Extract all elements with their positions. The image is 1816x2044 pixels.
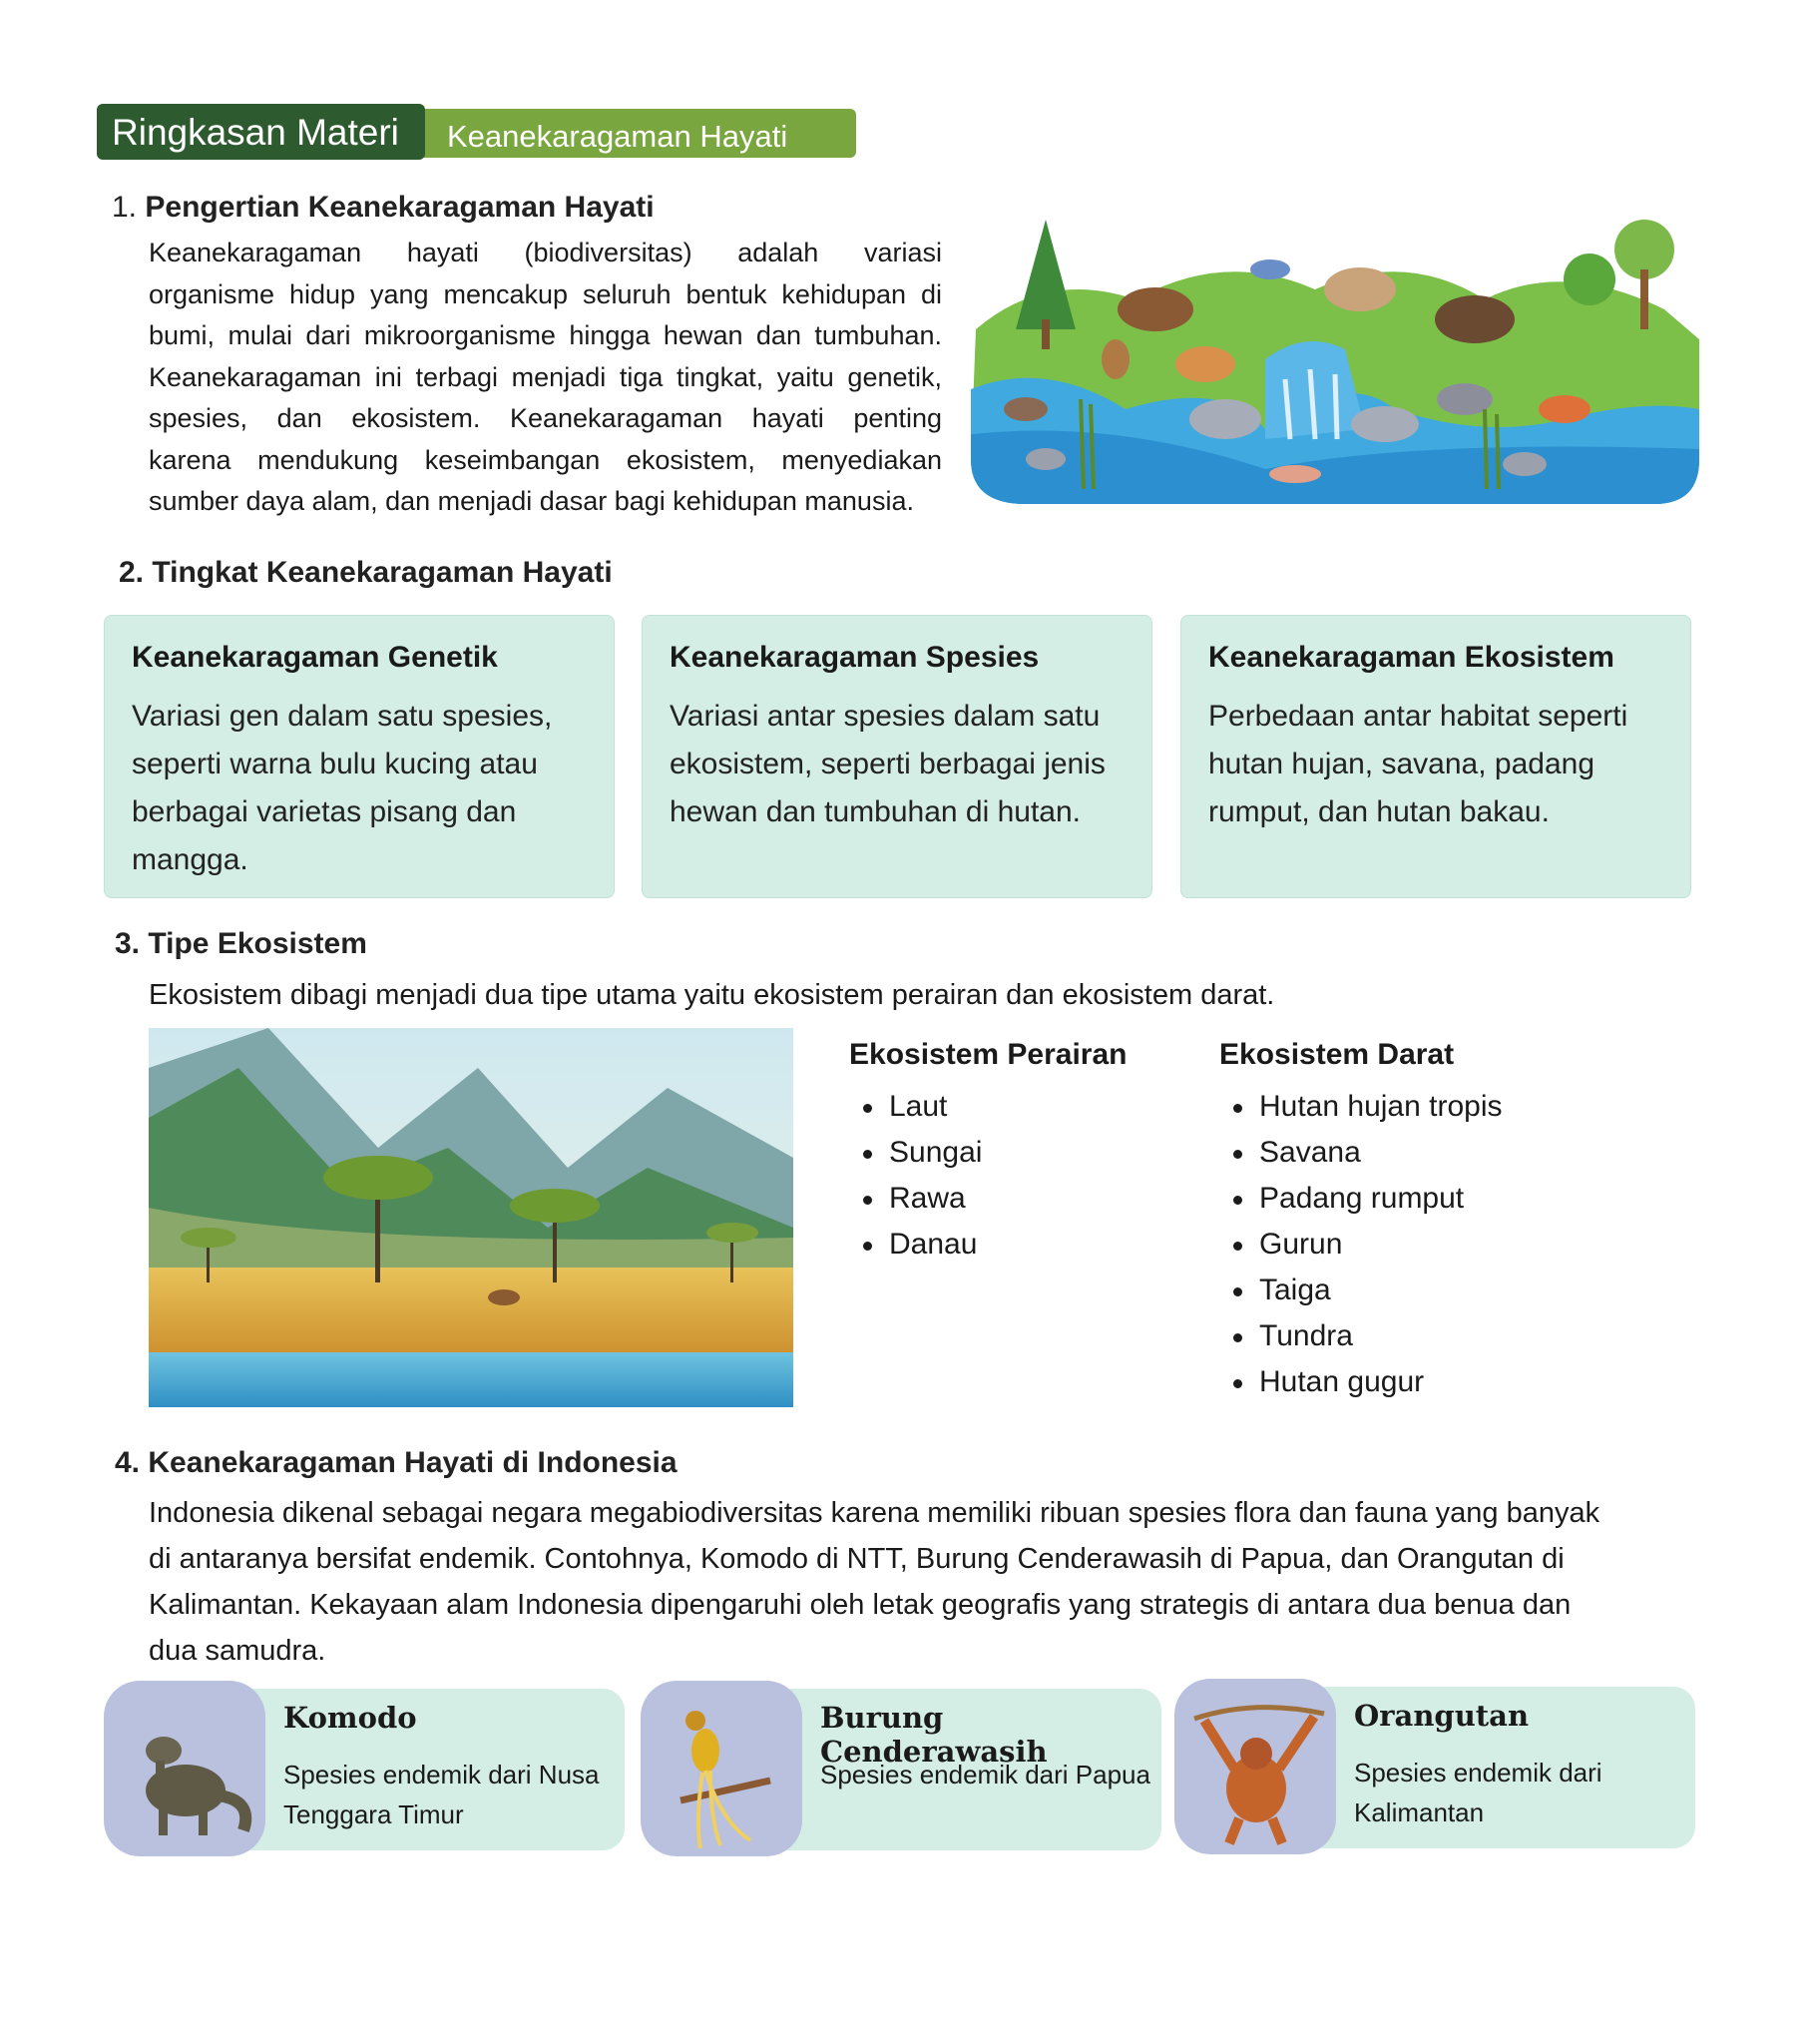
list-item: Padang rumput bbox=[1219, 1176, 1503, 1222]
section-1-title: Pengertian Keanekaragaman Hayati bbox=[145, 191, 655, 224]
perairan-list: Ekosistem Perairan Laut Sungai Rawa Dana… bbox=[849, 1038, 1127, 1268]
level-card-spesies: Keanekaragaman Spesies Variasi antar spe… bbox=[642, 615, 1152, 898]
list-item: Rawa bbox=[849, 1176, 1127, 1222]
section-2-title: 2. Tingkat Keanekaragaman Hayati bbox=[119, 556, 613, 589]
paragraph-line: karena mendukung keseimbangan ekosistem,… bbox=[149, 444, 942, 475]
level-card-text: Perbedaan antar habitat seperti hutan hu… bbox=[1208, 700, 1628, 828]
paragraph-line: dua samudra. bbox=[149, 1635, 326, 1667]
section-1-paragraph: Keanekaragaman hayati (biodiversitas) ad… bbox=[149, 233, 942, 523]
orangutan-icon bbox=[1174, 1679, 1336, 1854]
level-card-text: Variasi antar spesies dalam satu ekosist… bbox=[670, 700, 1106, 828]
savanna-image bbox=[149, 1028, 793, 1407]
paragraph-line: spesies, dan ekosistem. Keanekaragaman h… bbox=[149, 403, 942, 433]
perairan-title: Ekosistem Perairan bbox=[849, 1038, 1128, 1071]
paragraph-line: bumi, mulai dari mikroorganisme hingga h… bbox=[149, 320, 942, 350]
species-desc: Spesies endemik dari Nusa Tenggara Timur bbox=[283, 1760, 600, 1829]
list-item: Tundra bbox=[1219, 1313, 1503, 1359]
level-card-title: Keanekaragaman Ekosistem bbox=[1208, 641, 1614, 674]
section-4-title: 4. Keanekaragaman Hayati di Indonesia bbox=[115, 1446, 678, 1479]
paragraph-line: Keanekaragaman hayati (biodiversitas) ad… bbox=[149, 238, 942, 267]
species-card-komodo: Komodo Spesies endemik dari Nusa Tenggar… bbox=[104, 1681, 625, 1856]
paragraph-line: di antaranya bersifat endemik. Contohnya… bbox=[149, 1543, 1565, 1575]
section-4-paragraph: Indonesia dikenal sebagai negara megabio… bbox=[149, 1490, 1705, 1674]
level-card-title: Keanekaragaman Genetik bbox=[132, 641, 498, 674]
section-3-title: 3. Tipe Ekosistem bbox=[115, 927, 367, 960]
species-card-cenderawasih: Burung Cenderawasih Spesies endemik dari… bbox=[641, 1681, 1161, 1856]
list-item: Sungai bbox=[849, 1130, 1127, 1176]
list-item: Taiga bbox=[1219, 1268, 1503, 1313]
paragraph-line: sumber daya alam, dan menjadi dasar bagi… bbox=[149, 486, 914, 516]
species-desc: Spesies endemik dari Papua bbox=[820, 1760, 1150, 1789]
paragraph-line: Indonesia dikenal sebagai negara megabio… bbox=[149, 1497, 1600, 1529]
level-card-title: Keanekaragaman Spesies bbox=[670, 641, 1040, 674]
banner-subtitle: Keanekaragaman Hayati bbox=[447, 119, 788, 154]
banner-title-bar: Ringkasan Materi bbox=[97, 104, 425, 160]
bird-of-paradise-icon bbox=[641, 1681, 802, 1856]
species-name: Komodo bbox=[283, 1701, 417, 1735]
level-card-text: Variasi gen dalam satu spesies, seperti … bbox=[132, 700, 553, 876]
biodiversity-illustration bbox=[971, 220, 1699, 504]
section-1-number: 1. bbox=[112, 191, 138, 224]
paragraph-line: Kalimantan. Kekayaan alam Indonesia dipe… bbox=[149, 1589, 1572, 1621]
list-item: Laut bbox=[849, 1084, 1127, 1130]
darat-list: Ekosistem Darat Hutan hujan tropis Savan… bbox=[1219, 1038, 1503, 1405]
list-item: Savana bbox=[1219, 1130, 1503, 1176]
section-3-intro: Ekosistem dibagi menjadi dua tipe utama … bbox=[149, 979, 1275, 1011]
level-card-ekosistem: Keanekaragaman Ekosistem Perbedaan antar… bbox=[1180, 615, 1691, 898]
species-desc: Spesies endemik dari Kalimantan bbox=[1354, 1758, 1602, 1827]
list-item: Danau bbox=[849, 1222, 1127, 1268]
komodo-icon bbox=[104, 1681, 265, 1856]
species-card-orangutan: Orangutan Spesies endemik dari Kalimanta… bbox=[1174, 1679, 1695, 1854]
header-banner: Keanekaragaman Hayati Ringkasan Materi bbox=[97, 104, 856, 160]
list-item: Hutan gugur bbox=[1219, 1359, 1503, 1405]
paragraph-line: Keanekaragaman ini terbagi menjadi tiga … bbox=[149, 361, 942, 392]
banner-title: Ringkasan Materi bbox=[112, 112, 399, 153]
section-1-heading: 1. Pengertian Keanekaragaman Hayati bbox=[112, 191, 655, 225]
darat-title: Ekosistem Darat bbox=[1219, 1038, 1455, 1071]
list-item: Gurun bbox=[1219, 1222, 1503, 1268]
list-item: Hutan hujan tropis bbox=[1219, 1084, 1503, 1130]
species-name: Burung Cenderawasih bbox=[820, 1701, 1048, 1769]
level-card-genetik: Keanekaragaman Genetik Variasi gen dalam… bbox=[104, 615, 615, 898]
paragraph-line: organisme hidup yang mencakup seluruh be… bbox=[149, 278, 942, 309]
species-name: Orangutan bbox=[1354, 1699, 1530, 1733]
